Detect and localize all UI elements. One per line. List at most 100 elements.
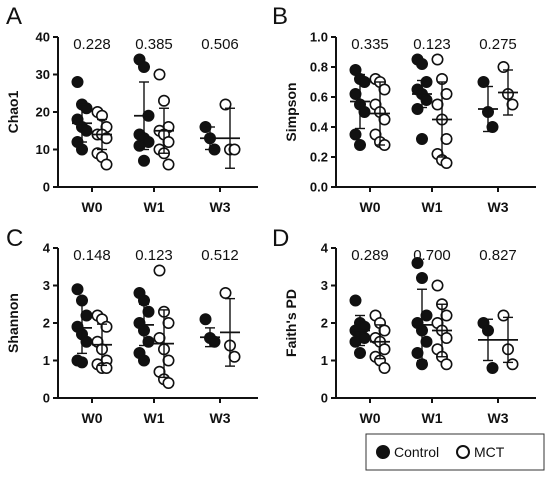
p-value-label: 0.275 <box>479 36 517 53</box>
legend-control-label: Control <box>394 444 439 460</box>
y-tick-label: 1 <box>43 353 50 368</box>
mct-data-point <box>440 358 453 371</box>
mct-data-point <box>440 309 453 322</box>
y-tick-label: 0.4 <box>310 120 329 135</box>
y-tick-label: 0.8 <box>310 60 328 75</box>
legend-mct-label: MCT <box>474 444 505 460</box>
p-value-label: 0.506 <box>201 36 239 53</box>
control-data-point <box>415 271 428 284</box>
x-tick-label: W3 <box>210 199 231 215</box>
y-tick-label: 4 <box>43 241 51 256</box>
mct-data-point <box>162 376 175 389</box>
control-data-point <box>76 143 89 156</box>
control-data-point <box>358 76 371 89</box>
x-tick-label: W0 <box>82 199 103 215</box>
y-tick-label: 4 <box>321 241 329 256</box>
x-tick-label: W1 <box>422 199 443 215</box>
p-value-label: 0.289 <box>351 247 389 264</box>
x-tick-label: W3 <box>210 410 231 426</box>
y-tick-label: 10 <box>36 142 50 157</box>
mct-data-point <box>219 98 232 111</box>
mct-data-point <box>440 331 453 344</box>
mct-data-point <box>440 133 453 146</box>
y-tick-label: 0.6 <box>310 90 328 105</box>
x-tick-label: W1 <box>422 410 443 426</box>
control-data-point <box>420 94 433 107</box>
x-tick-label: W0 <box>82 410 103 426</box>
y-tick-label: 20 <box>36 105 50 120</box>
y-tick-label: 40 <box>36 30 50 45</box>
mct-data-point <box>153 331 166 344</box>
mct-data-point <box>100 320 113 333</box>
mct-data-point <box>431 98 444 111</box>
y-tick-label: 1 <box>321 353 328 368</box>
control-data-point <box>411 346 424 359</box>
mct-data-point <box>378 113 391 126</box>
control-data-point <box>138 354 151 367</box>
control-data-point <box>349 88 362 101</box>
x-tick-label: W0 <box>360 410 381 426</box>
control-data-point <box>353 139 366 152</box>
control-data-point <box>80 335 93 348</box>
y-axis-title: Chao1 <box>5 90 21 133</box>
mct-data-point <box>162 136 175 149</box>
control-data-point <box>415 133 428 146</box>
control-data-point <box>477 76 490 89</box>
control-data-point <box>142 305 155 318</box>
control-data-point <box>358 106 371 119</box>
control-data-point <box>411 256 424 269</box>
chart-panel-c: C 0 1 2 3 4 Shannon W0 0.148 W1 0.123 W3 0.512 <box>5 225 258 426</box>
legend: Control MCT <box>365 433 545 471</box>
y-tick-label: 1.0 <box>310 30 328 45</box>
x-tick-label: W3 <box>488 199 509 215</box>
control-data-point <box>349 294 362 307</box>
control-data-point <box>199 313 212 326</box>
control-data-point <box>138 154 151 167</box>
x-tick-label: W1 <box>144 199 165 215</box>
mct-data-point <box>506 98 519 111</box>
y-tick-label: 2 <box>321 316 328 331</box>
x-tick-label: W0 <box>360 199 381 215</box>
mct-data-point <box>431 53 444 66</box>
x-tick-label: W3 <box>488 410 509 426</box>
mct-data-point <box>100 361 113 374</box>
y-tick-label: 0.2 <box>310 150 328 165</box>
p-value-label: 0.148 <box>73 247 111 264</box>
y-tick-label: 0.0 <box>310 180 328 195</box>
control-data-point <box>71 76 84 89</box>
control-data-point <box>349 128 362 141</box>
p-value-label: 0.700 <box>413 247 451 264</box>
control-data-point <box>420 335 433 348</box>
control-data-point <box>415 57 428 70</box>
y-tick-label: 0 <box>321 391 328 406</box>
mct-data-point <box>497 309 510 322</box>
p-value-label: 0.123 <box>135 247 173 264</box>
mct-data-point <box>506 358 519 371</box>
mct-data-point <box>440 88 453 101</box>
control-data-point <box>80 124 93 137</box>
y-tick-label: 0 <box>43 391 50 406</box>
panel-letter: D <box>272 225 289 252</box>
control-data-point <box>486 361 499 374</box>
p-value-label: 0.827 <box>479 247 517 264</box>
mct-data-point <box>158 94 171 107</box>
p-value-label: 0.123 <box>413 36 451 53</box>
control-data-point <box>486 121 499 134</box>
control-data-point <box>353 346 366 359</box>
mct-data-point <box>219 286 232 299</box>
control-data-point <box>420 76 433 89</box>
mct-data-point <box>378 343 391 356</box>
mct-data-point <box>153 68 166 81</box>
p-value-label: 0.385 <box>135 36 173 53</box>
mct-data-point <box>228 350 241 363</box>
legend-control-marker <box>376 445 390 459</box>
control-data-point <box>71 283 84 296</box>
y-tick-label: 3 <box>321 278 328 293</box>
mct-data-point <box>378 324 391 337</box>
x-tick-label: W1 <box>144 410 165 426</box>
y-tick-label: 30 <box>36 67 50 82</box>
y-axis-title: Shannon <box>5 293 21 353</box>
panel-letter: B <box>272 3 288 30</box>
